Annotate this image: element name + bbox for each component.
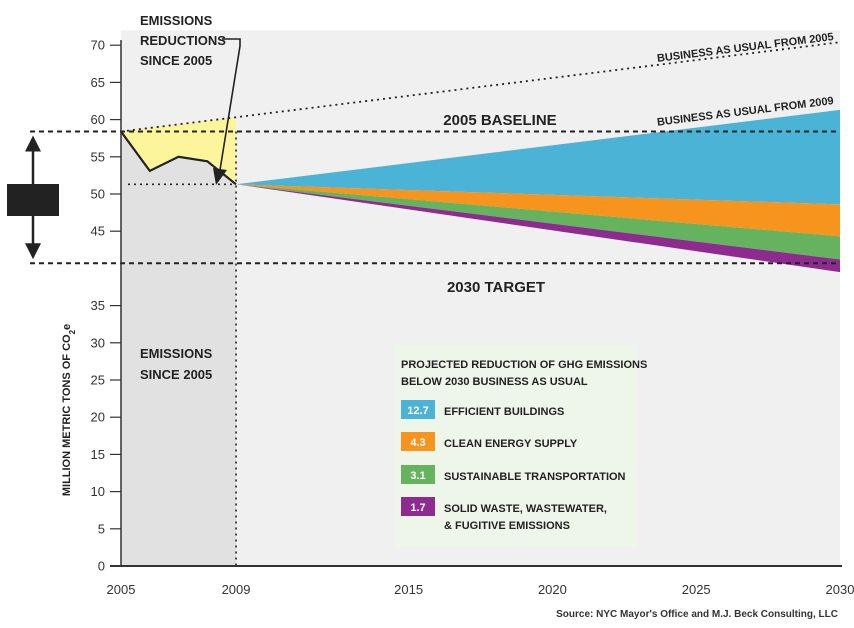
target-label: 2030 TARGET: [447, 279, 545, 296]
legend-item-label: SUSTAINABLE TRANSPORTATION: [444, 471, 626, 483]
y-tick-label: 70: [91, 38, 105, 53]
wedge-2: [236, 184, 840, 237]
legend-title-line: BELOW 2030 BUSINESS AS USUAL: [401, 376, 588, 388]
legend-item-label: SOLID WASTE, WASTEWATER,: [444, 503, 607, 515]
y-tick-label: 55: [91, 149, 105, 164]
legend-box: [395, 345, 637, 547]
x-tick-label: 2030: [826, 582, 854, 597]
y-tick-label: 65: [91, 75, 105, 90]
x-tick-label: 2005: [107, 582, 136, 597]
history-area: [121, 131, 236, 566]
percent-arrow-up: [25, 135, 41, 152]
emissions-label-line: EMISSIONS: [140, 346, 213, 361]
legend-value: 3.1: [410, 470, 425, 482]
wedge-4: [236, 184, 840, 273]
legend-swatch: [401, 497, 435, 516]
x-tick-label: 2015: [394, 582, 423, 597]
reductions-pointer: [219, 38, 241, 171]
baseline-label: 2005 BASELINE: [443, 112, 556, 129]
percent-label: 30%: [18, 193, 48, 210]
x-tick-label: 2020: [538, 582, 567, 597]
y-tick-label: 25: [91, 373, 105, 388]
legend-value: 1.7: [410, 502, 425, 514]
legend-value: 12.7: [407, 405, 428, 417]
x-tick-label: 2025: [682, 582, 711, 597]
legend-item-label-2: & FUGITIVE EMISSIONS: [444, 520, 570, 532]
y-tick-label: 20: [91, 410, 105, 425]
legend-title-line: PROJECTED REDUCTION OF GHG EMISSIONS: [401, 359, 647, 371]
y-tick-label: 35: [91, 298, 105, 313]
reductions-label-line: REDUCTIONS: [140, 33, 226, 48]
y-tick-label: 30: [91, 335, 105, 350]
reductions-label-line: SINCE 2005: [140, 53, 212, 68]
legend-item-label: CLEAN ENERGY SUPPLY: [444, 438, 578, 450]
y-tick-label: 10: [91, 484, 105, 499]
y-axis-title: MILLION METRIC TONS OF CO2e: [61, 324, 77, 496]
emissions-label-line: SINCE 2005: [140, 367, 212, 382]
reference-lines: [7, 38, 841, 566]
reduction-area: [121, 117, 236, 185]
legend-swatch: [401, 465, 435, 484]
legend-swatch: [401, 432, 435, 451]
y-tick-label: 45: [91, 224, 105, 239]
y-axis-title-tail: e: [61, 324, 73, 330]
y-tick-label: 15: [91, 447, 105, 462]
reductions-label-line: EMISSIONS: [140, 13, 213, 28]
x-tick-label: 2009: [222, 582, 251, 597]
y-tick-label: 50: [91, 187, 105, 202]
source-note: Source: NYC Mayor's Office and M.J. Beck…: [556, 609, 838, 620]
y-tick-label: 60: [91, 112, 105, 127]
reductions-pointer-head: [213, 168, 227, 185]
bau-2005-line: [120, 41, 841, 133]
wedge-1: [236, 109, 840, 205]
percent-box: [7, 184, 59, 216]
legend: PROJECTED REDUCTION OF GHG EMISSIONS BELO…: [395, 345, 647, 547]
legend-swatch: [401, 400, 435, 419]
percent-arrow-down: [25, 243, 41, 260]
legend-value: 4.3: [410, 437, 425, 449]
y-tick-label: 0: [98, 559, 105, 574]
legend-item-label: EFFICIENT BUILDINGS: [444, 406, 564, 418]
y-tick-label: 5: [98, 521, 105, 536]
y-axis-title-subscript: 2: [68, 329, 77, 334]
